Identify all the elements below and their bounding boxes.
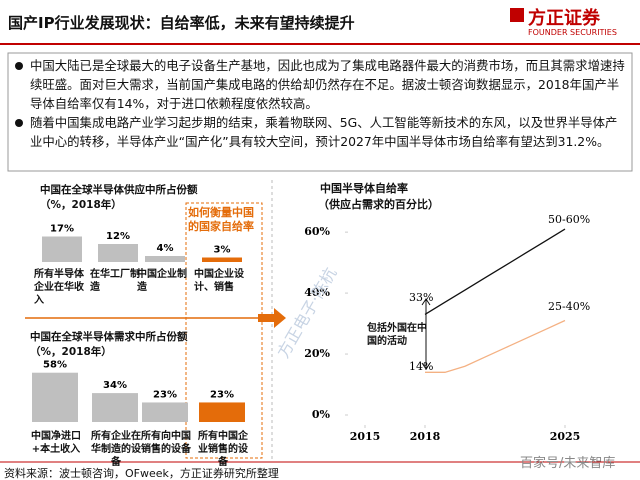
annotation: 14% bbox=[409, 360, 433, 373]
annotation: 50-60% bbox=[548, 213, 590, 226]
source: 资料来源：波士顿咨询，OFweek，方正证券研究所整理 bbox=[4, 467, 279, 480]
callout-box bbox=[185, 202, 263, 459]
line-series bbox=[424, 228, 566, 315]
bullet-box bbox=[7, 52, 633, 172]
y-tick-label: 20% bbox=[304, 347, 330, 360]
bar bbox=[32, 372, 78, 422]
y-tick-label: 60% bbox=[304, 225, 330, 238]
value-label: 12% bbox=[106, 231, 130, 242]
value-label: 58% bbox=[43, 360, 67, 371]
bar bbox=[202, 257, 242, 262]
category-label: 中国企业制造 bbox=[137, 269, 187, 293]
series-label: 包括外国在中国的活动 bbox=[367, 323, 427, 347]
value-label: 3% bbox=[214, 245, 231, 256]
x-tick-label: 2018 bbox=[410, 430, 441, 443]
y-tick-label: 0% bbox=[312, 408, 331, 421]
category-label: 所有向中国销售的设备 bbox=[141, 431, 191, 455]
category-label: 中国净进口+本土收入 bbox=[31, 431, 81, 455]
bar bbox=[42, 236, 82, 262]
gap-arrow-head bbox=[421, 298, 431, 370]
logo: 方正证券 bbox=[528, 8, 600, 29]
category-label: 在华工厂制造 bbox=[90, 269, 140, 293]
value-label: 23% bbox=[153, 389, 177, 400]
chart-title: 中国在全球半导体需求中所占份额（%，2018年） bbox=[30, 331, 188, 358]
chart-subtitle: （供应占需求的百分比） bbox=[318, 198, 439, 211]
annotation: 33% bbox=[409, 291, 433, 304]
value-label: 23% bbox=[210, 389, 234, 400]
chart-title: 中国在全球半导体供应中所占份额（%，2018年） bbox=[40, 184, 198, 211]
bullet-text: 中国大陆已是全球最大的电子设备生产基地，因此也成为了集成电路器件最大的消费市场，… bbox=[30, 58, 625, 111]
bar bbox=[145, 256, 185, 262]
footer-mark: 百家号/未来智库 bbox=[520, 456, 616, 471]
category-label: 中国企业设计、销售 bbox=[194, 269, 244, 293]
header-title: 国产IP行业发展现状：自给率低，未来有望持续提升 bbox=[8, 14, 355, 32]
bar bbox=[142, 402, 188, 422]
annotation: 25-40% bbox=[548, 300, 590, 313]
chart-title: 中国半导体自给率 bbox=[320, 182, 408, 195]
arrow bbox=[258, 308, 286, 328]
category-label: 所有中国企业销售的设备 bbox=[198, 431, 248, 468]
bar bbox=[98, 244, 138, 262]
logo-sub: FOUNDER SECURITIES bbox=[528, 28, 617, 37]
callout: 如何衡量中国的国家自给率 bbox=[188, 206, 254, 233]
value-label: 4% bbox=[157, 243, 174, 254]
bar bbox=[199, 402, 245, 422]
bar bbox=[92, 393, 138, 422]
x-tick-label: 2025 bbox=[550, 430, 581, 443]
category-label: 所有半导体企业在华收入 bbox=[34, 269, 84, 306]
line-series bbox=[425, 319, 566, 373]
y-tick-label: 40% bbox=[304, 286, 330, 299]
value-label: 17% bbox=[50, 224, 74, 235]
value-label: 34% bbox=[103, 380, 127, 391]
logo-icon bbox=[510, 8, 524, 22]
bullet-dot bbox=[15, 62, 23, 70]
category-label: 所有企业在华制造的设备 bbox=[91, 431, 141, 468]
x-tick-label: 2015 bbox=[350, 430, 381, 443]
bullet-dot bbox=[15, 119, 23, 127]
bullet-text: 随着中国集成电路产业学习起步期的结束，乘着物联网、5G、人工智能等新技术的东风，… bbox=[30, 115, 618, 149]
